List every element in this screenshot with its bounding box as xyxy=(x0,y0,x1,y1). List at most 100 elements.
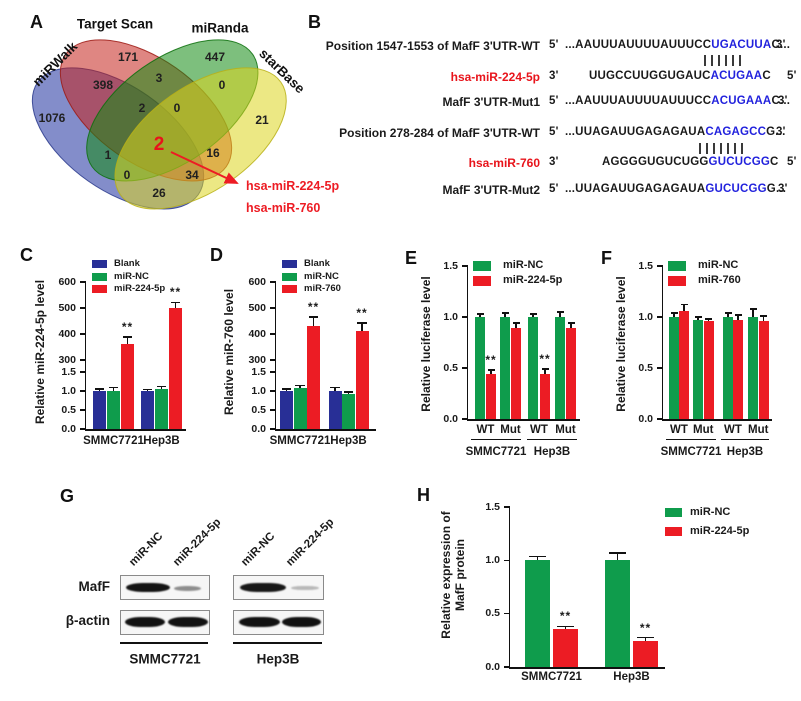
bar xyxy=(141,391,154,429)
legend-label: miR-224-5p xyxy=(114,283,166,295)
base-pairing-bars xyxy=(699,143,744,154)
blot-band-strong xyxy=(239,617,280,627)
tick-label: 0.0 xyxy=(443,412,458,425)
significance-marker: ** xyxy=(121,320,134,335)
error-bar xyxy=(515,323,517,329)
venn-count-TargetScan-miRanda-starBase: 0 xyxy=(173,101,181,115)
error-bar-cap xyxy=(156,385,167,388)
error-bar-cap xyxy=(556,625,575,628)
category-label: WT xyxy=(530,424,548,436)
venn-count-starBase-only: 21 xyxy=(255,113,269,127)
legend-label: miR-NC xyxy=(304,270,339,282)
tick-label: 600 xyxy=(58,275,76,288)
group-underline xyxy=(471,439,521,441)
error-bar xyxy=(707,319,710,322)
sequence-row-label-mir760: hsa-miR-760 xyxy=(468,156,540,170)
category-label: WT xyxy=(724,424,742,436)
venn-count-miRWalk-TargetScan-miRanda: 2 xyxy=(138,101,146,115)
error-bar xyxy=(98,389,101,391)
blot-band-strong xyxy=(282,617,321,627)
blot-band-faint xyxy=(174,586,201,591)
tick-mark xyxy=(270,409,276,411)
bar xyxy=(475,317,485,419)
y-axis xyxy=(466,266,468,419)
error-bar-cap xyxy=(108,386,119,389)
error-bar-cap xyxy=(567,322,575,324)
tick-mark xyxy=(270,371,276,373)
error-bar-cap xyxy=(343,391,354,393)
error-bar xyxy=(536,556,539,561)
x-axis xyxy=(84,429,186,431)
sequence-line-end: 3' xyxy=(778,95,788,107)
error-bar-cap xyxy=(760,315,767,317)
tick-label: 1.5 xyxy=(61,365,76,378)
tick-label: 1.5 xyxy=(251,365,266,378)
bar xyxy=(511,328,521,419)
tick-mark xyxy=(462,367,468,369)
tick-mark xyxy=(657,367,663,369)
error-bar xyxy=(490,370,492,375)
blot-band-strong xyxy=(125,617,165,627)
tick-label: 1.0 xyxy=(61,384,76,397)
tick-label: 600 xyxy=(248,275,266,288)
seed-match: CAGAGCC xyxy=(705,126,767,138)
error-bar xyxy=(146,389,149,391)
y-axis-label-text: Relative expression of MafF protein xyxy=(439,511,467,639)
tick-mark xyxy=(80,333,86,335)
legend-label: miR-224-5p xyxy=(503,274,563,286)
y-axis xyxy=(84,282,86,429)
error-bar-cap xyxy=(528,555,547,558)
error-bar-cap xyxy=(705,318,712,320)
sequence-line: 3' xyxy=(549,156,559,168)
error-bar-cap xyxy=(541,368,549,370)
panel-letter-D: D xyxy=(210,245,223,265)
sequence-row-label-mir224: hsa-miR-224-5p xyxy=(450,70,540,84)
error-bar-cap xyxy=(94,388,105,390)
category-label: SMMC7721 xyxy=(269,435,331,447)
tick-label: 0.0 xyxy=(61,422,76,435)
error-bar-cap xyxy=(122,336,133,338)
tick-label: 0.5 xyxy=(61,403,76,416)
venn-count-miRWalk-miRanda-starBase: 0 xyxy=(123,168,131,182)
bar xyxy=(525,560,550,667)
bar xyxy=(121,344,134,429)
error-bar xyxy=(644,637,647,642)
x-axis xyxy=(661,419,772,421)
tick-mark xyxy=(80,409,86,411)
venn-count-miRWalk-TargetScan-starBase: 34 xyxy=(185,168,199,182)
x-axis xyxy=(466,419,580,421)
sequence-line: 5' xyxy=(549,126,559,138)
blot-band-strong xyxy=(126,583,170,592)
seed-match: GUCUCGG xyxy=(705,183,767,195)
tick-label: 1.0 xyxy=(638,310,653,323)
blot-row-label-bactin: β-actin xyxy=(65,613,110,628)
error-bar xyxy=(504,312,506,317)
y-axis xyxy=(508,507,510,667)
bar xyxy=(528,317,538,419)
bar xyxy=(328,391,342,429)
bar xyxy=(758,321,769,419)
significance-marker: ** xyxy=(169,285,182,300)
group-label: Hep3B xyxy=(726,446,764,458)
error-bar-cap xyxy=(476,313,484,315)
error-bar xyxy=(616,552,619,561)
error-bar-cap xyxy=(142,388,153,391)
error-bar xyxy=(285,389,288,391)
bar xyxy=(669,317,679,419)
tick-label: 400 xyxy=(248,327,266,340)
bar xyxy=(693,320,703,419)
group-label: SMMC7721 xyxy=(465,446,527,458)
venn-count-miRWalk-starBase: 26 xyxy=(152,186,166,200)
bar xyxy=(703,321,714,419)
sequence-line-end: 3' xyxy=(776,126,786,138)
error-bar-cap xyxy=(308,316,319,318)
sequence-row-label: MafF 3'UTR-Mut1 xyxy=(442,95,540,109)
error-bar-cap xyxy=(670,312,678,314)
bar xyxy=(566,328,576,419)
error-bar-cap xyxy=(724,312,732,314)
venn-count-miRWalk-TargetScan: 398 xyxy=(92,78,114,92)
panel-letter-G: G xyxy=(60,486,75,506)
tick-label: 0.0 xyxy=(251,422,266,435)
panel-letter-B: B xyxy=(308,12,321,32)
